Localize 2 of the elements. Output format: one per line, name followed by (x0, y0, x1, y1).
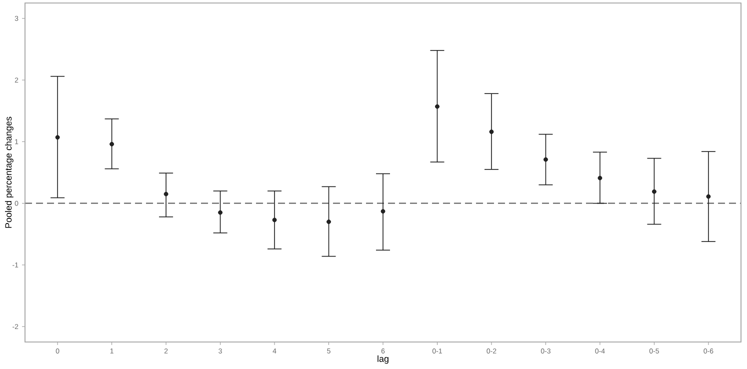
y-axis-title: Pooled percentage changes (5, 116, 14, 228)
x-axis-title: lag (378, 355, 388, 364)
